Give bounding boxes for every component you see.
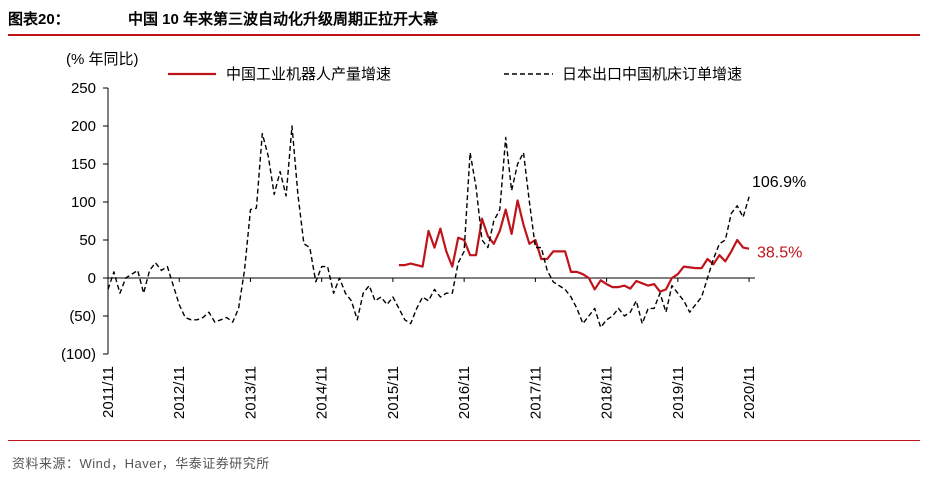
y-tick-label: 0 bbox=[88, 270, 96, 287]
legend-label-china: 中国工业机器人产量增速 bbox=[226, 66, 391, 83]
x-tick-label: 2011/11 bbox=[100, 366, 117, 418]
y-tick-label: (100) bbox=[61, 346, 96, 363]
x-tick-label: 2014/11 bbox=[314, 366, 331, 419]
x-tick-label: 2012/11 bbox=[171, 366, 188, 419]
figure-title: 中国 10 年来第三波自动化升级周期正拉开大幕 bbox=[128, 11, 439, 28]
figure-header: 图表20： 中国 10 年来第三波自动化升级周期正拉开大幕 bbox=[8, 6, 920, 32]
source-note: 资料来源：Wind，Haver，华泰证券研究所 bbox=[12, 456, 270, 471]
x-tick-label: 2017/11 bbox=[527, 366, 544, 419]
title-divider bbox=[8, 34, 920, 36]
y-tick-label: 200 bbox=[71, 118, 96, 135]
china-end-value-label: 38.5% bbox=[757, 245, 802, 262]
china-robot-output-line bbox=[398, 199, 750, 293]
x-tick-label: 2016/11 bbox=[456, 366, 473, 419]
line-chart: (100) (50) 0 50 100 150 200 250 (% 年同比) 2011/11 20… bbox=[61, 51, 806, 419]
x-tick-label: 2020/11 bbox=[741, 366, 758, 419]
y-tick-label: (50) bbox=[69, 308, 96, 325]
x-tick-label: 2015/11 bbox=[385, 366, 402, 419]
y-axis-label: (% 年同比) bbox=[66, 51, 139, 68]
japan-end-value-label: 106.9% bbox=[752, 174, 806, 191]
x-tick-label: 2019/11 bbox=[670, 366, 687, 419]
footer-divider bbox=[8, 440, 920, 441]
y-tick-label: 100 bbox=[71, 194, 96, 211]
figure-label: 图表20： bbox=[8, 11, 70, 28]
legend-label-japan: 日本出口中国机床订单增速 bbox=[562, 66, 742, 83]
x-tick-label: 2018/11 bbox=[599, 366, 616, 419]
x-tick-label: 2013/11 bbox=[242, 366, 259, 419]
y-tick-label: 50 bbox=[79, 232, 96, 249]
y-tick-label: 150 bbox=[71, 156, 96, 173]
japan-machine-tool-orders-line bbox=[107, 125, 750, 329]
y-tick-label: 250 bbox=[71, 80, 96, 97]
